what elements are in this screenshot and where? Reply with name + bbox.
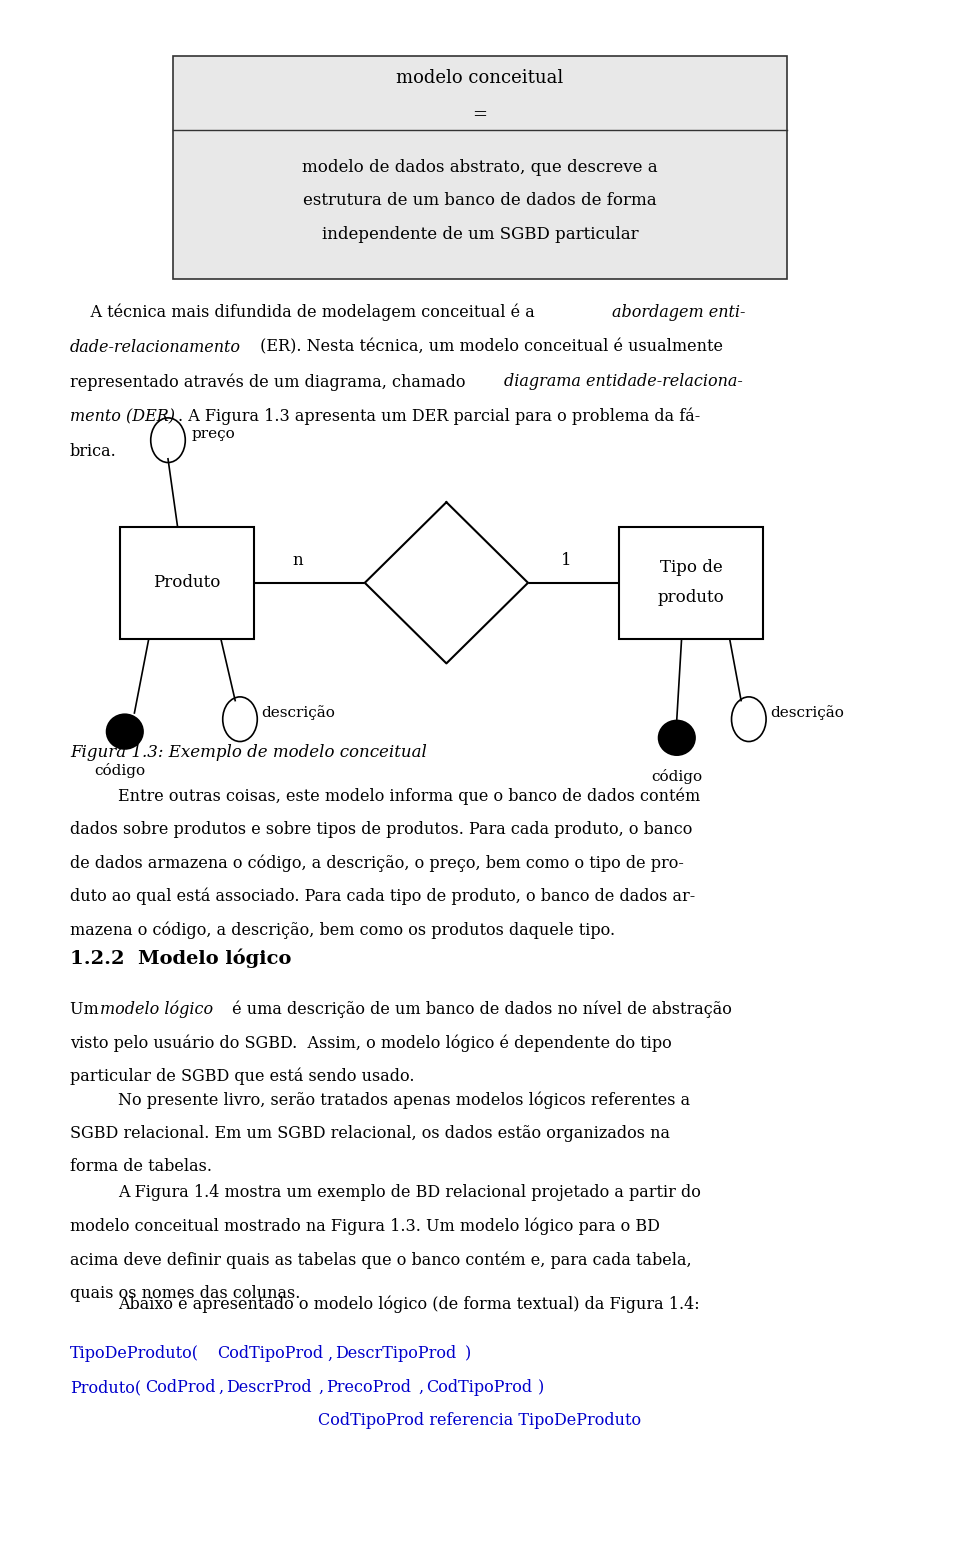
Text: Um: Um xyxy=(70,1001,104,1018)
Text: de dados armazena o código, a descrição, o preço, bem como o tipo de pro-: de dados armazena o código, a descrição,… xyxy=(70,854,684,871)
Text: n: n xyxy=(292,552,303,569)
Text: descrição: descrição xyxy=(261,705,335,721)
Text: ,: , xyxy=(219,1380,224,1397)
Text: diagrama entidade-relaciona-: diagrama entidade-relaciona- xyxy=(504,374,743,391)
Text: Entre outras coisas, este modelo informa que o banco de dados contém: Entre outras coisas, este modelo informa… xyxy=(118,787,700,804)
Polygon shape xyxy=(365,502,528,663)
Text: duto ao qual está associado. Para cada tipo de produto, o banco de dados ar-: duto ao qual está associado. Para cada t… xyxy=(70,888,695,905)
Text: modelo conceitual mostrado na Figura 1.3. Um modelo lógico para o BD: modelo conceitual mostrado na Figura 1.3… xyxy=(70,1218,660,1235)
Text: forma de tabelas.: forma de tabelas. xyxy=(70,1158,212,1175)
Text: representado através de um diagrama, chamado: representado através de um diagrama, cha… xyxy=(70,374,470,391)
Text: PrecoProd: PrecoProd xyxy=(326,1380,411,1397)
Text: CodTipoProd referencia TipoDeProduto: CodTipoProd referencia TipoDeProduto xyxy=(319,1412,641,1429)
Text: No presente livro, serão tratados apenas modelos lógicos referentes a: No presente livro, serão tratados apenas… xyxy=(118,1091,690,1108)
Text: ): ) xyxy=(538,1380,543,1397)
Text: brica.: brica. xyxy=(70,443,117,460)
Text: mento (DER): mento (DER) xyxy=(70,408,175,425)
Text: 1.2.2  Modelo lógico: 1.2.2 Modelo lógico xyxy=(70,949,292,969)
Text: CodProd: CodProd xyxy=(145,1380,215,1397)
Text: . A Figura 1.3 apresenta um DER parcial para o problema da fá-: . A Figura 1.3 apresenta um DER parcial … xyxy=(178,408,700,425)
Text: Tipo de: Tipo de xyxy=(660,560,723,577)
Text: dados sobre produtos e sobre tipos de produtos. Para cada produto, o banco: dados sobre produtos e sobre tipos de pr… xyxy=(70,822,692,839)
Text: código: código xyxy=(651,769,703,784)
Text: CodTipoProd: CodTipoProd xyxy=(426,1380,532,1397)
Text: é uma descrição de um banco de dados no nível de abstração: é uma descrição de um banco de dados no … xyxy=(228,1001,732,1018)
Text: quais os nomes das colunas.: quais os nomes das colunas. xyxy=(70,1285,300,1302)
Text: abordagem enti-: abordagem enti- xyxy=(612,304,746,321)
Text: Produto: Produto xyxy=(154,575,221,591)
Text: independente de um SGBD particular: independente de um SGBD particular xyxy=(322,226,638,243)
Text: ,: , xyxy=(319,1380,324,1397)
Text: (ER). Nesta técnica, um modelo conceitual é usualmente: (ER). Nesta técnica, um modelo conceitua… xyxy=(255,338,723,355)
Text: código: código xyxy=(94,763,146,778)
Text: Produto(: Produto( xyxy=(70,1380,141,1397)
Text: Abaixo é apresentado o modelo lógico (de forma textual) da Figura 1.4:: Abaixo é apresentado o modelo lógico (de… xyxy=(118,1296,700,1313)
Text: A Figura 1.4 mostra um exemplo de BD relacional projetado a partir do: A Figura 1.4 mostra um exemplo de BD rel… xyxy=(118,1184,701,1201)
FancyBboxPatch shape xyxy=(619,527,763,639)
Text: produto: produto xyxy=(658,589,725,606)
Ellipse shape xyxy=(659,721,695,755)
Text: ,: , xyxy=(327,1345,332,1362)
Text: ,: , xyxy=(419,1380,423,1397)
Text: TipoDeProduto(: TipoDeProduto( xyxy=(70,1345,199,1362)
Text: DescrTipoProd: DescrTipoProd xyxy=(335,1345,456,1362)
Text: modelo lógico: modelo lógico xyxy=(100,1001,213,1018)
Text: DescrProd: DescrProd xyxy=(227,1380,312,1397)
Text: dade-relacionamento: dade-relacionamento xyxy=(70,338,241,355)
Text: ): ) xyxy=(465,1345,470,1362)
Text: visto pelo usuário do SGBD.  Assim, o modelo lógico é dependente do tipo: visto pelo usuário do SGBD. Assim, o mod… xyxy=(70,1034,672,1051)
Text: modelo conceitual: modelo conceitual xyxy=(396,70,564,87)
Text: =: = xyxy=(472,107,488,124)
Text: particular de SGBD que está sendo usado.: particular de SGBD que está sendo usado. xyxy=(70,1068,415,1085)
Text: Figura 1.3: Exemplo de modelo conceitual: Figura 1.3: Exemplo de modelo conceitual xyxy=(70,744,427,761)
Text: modelo de dados abstrato, que descreve a: modelo de dados abstrato, que descreve a xyxy=(302,160,658,175)
Text: A técnica mais difundida de modelagem conceitual é a: A técnica mais difundida de modelagem co… xyxy=(70,304,540,321)
Text: mazena o código, a descrição, bem como os produtos daquele tipo.: mazena o código, a descrição, bem como o… xyxy=(70,921,615,939)
FancyBboxPatch shape xyxy=(120,527,254,639)
Text: acima deve definir quais as tabelas que o banco contém e, para cada tabela,: acima deve definir quais as tabelas que … xyxy=(70,1251,691,1268)
Text: SGBD relacional. Em um SGBD relacional, os dados estão organizados na: SGBD relacional. Em um SGBD relacional, … xyxy=(70,1125,670,1142)
Text: descrição: descrição xyxy=(770,705,844,721)
Text: preço: preço xyxy=(192,426,236,442)
Ellipse shape xyxy=(107,715,143,749)
FancyBboxPatch shape xyxy=(173,56,787,279)
Text: estrutura de um banco de dados de forma: estrutura de um banco de dados de forma xyxy=(303,192,657,209)
Text: 1: 1 xyxy=(561,552,572,569)
Text: CodTipoProd: CodTipoProd xyxy=(217,1345,323,1362)
